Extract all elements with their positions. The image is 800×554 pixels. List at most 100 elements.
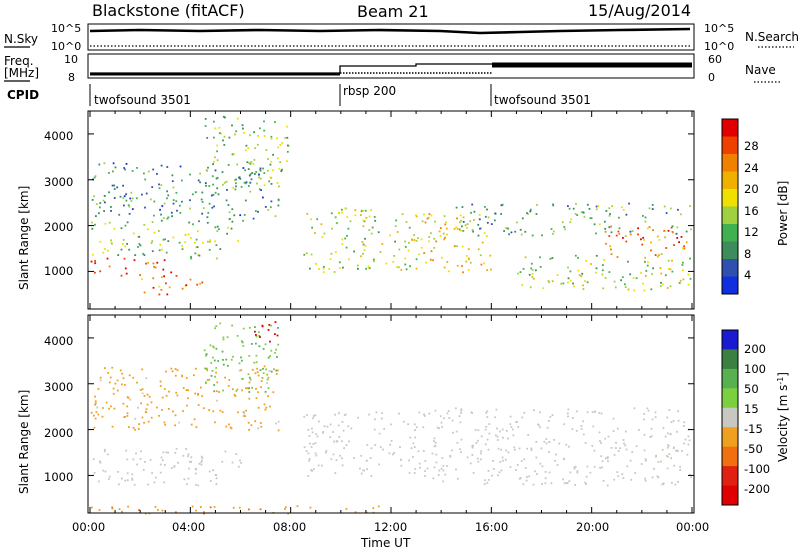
echo-cell-r2-13	[215, 244, 218, 246]
echo-cell-r5-149	[621, 473, 624, 476]
echo-cell-r3-63	[207, 212, 210, 214]
echo-cell-r0-15	[136, 463, 138, 466]
echo-cell-r4-89	[324, 451, 327, 454]
echo-cell-r0-50	[104, 470, 107, 473]
echo-cell-r5-71	[397, 266, 400, 269]
echo-cell-r3-137	[179, 165, 182, 168]
echo-cell-r8-99	[667, 267, 670, 270]
echo-cell-r4-92	[204, 118, 207, 120]
echo-cell-r1-143	[240, 369, 243, 372]
xlabel: Time UT	[360, 536, 411, 550]
echo-cell-r5-62	[415, 267, 418, 270]
echo-cell-r7-2	[486, 221, 489, 224]
echo-cell-r7-29	[580, 211, 583, 213]
echo-cell-r5-97	[373, 216, 376, 218]
echo-cell-r5-233	[644, 477, 646, 480]
echo-cell-r5-81	[546, 426, 549, 429]
echo-cell-r5-54	[338, 267, 341, 269]
echo-cell-r5-277	[582, 433, 585, 436]
echo-cell-r6-70	[432, 259, 434, 262]
echo-cell-r5-265	[459, 448, 462, 451]
echo-cell-r5-34	[435, 453, 438, 456]
echo-cell-r3-157	[170, 211, 173, 214]
echo-cell-r0-85	[187, 453, 190, 456]
echo-cell-r4-84	[310, 469, 313, 471]
echo-cell-r4-105	[392, 453, 394, 456]
echo-cell-r6-7	[309, 506, 312, 509]
echo-cell-r1-18	[122, 402, 125, 405]
echo-cell-r4-8	[220, 132, 222, 135]
echo-cell-r3-86	[153, 214, 155, 217]
echo-cell-r3-85	[277, 204, 280, 207]
echo-cell-r8-75	[613, 280, 616, 283]
echo-cell-r1-168	[245, 387, 247, 390]
echo-cell-r4-80	[205, 169, 208, 171]
echo-cell-r0-2	[147, 262, 149, 264]
echo-cell-r0-20	[139, 274, 141, 276]
echo-cell-r8-72	[567, 266, 569, 269]
echo-cell-r2-32	[203, 349, 206, 352]
echo-cell-r1-82	[182, 410, 184, 412]
echo-cell-r5-305	[515, 469, 517, 471]
cpid-label: CPID	[7, 88, 39, 102]
echo-cell-r5-88	[616, 427, 619, 430]
echo-cell-r5-201	[635, 445, 638, 448]
echo-cell-r5-14	[413, 239, 416, 241]
echo-cell-r3-23	[103, 210, 105, 212]
echo-cell-r1-71	[255, 397, 258, 399]
echo-cell-r0-26	[231, 461, 234, 464]
echo-cell-r3-108	[201, 191, 204, 194]
echo-cell-r3-115	[108, 191, 110, 194]
echo-cell-r1-73	[124, 384, 126, 386]
echo-cell-r4-107	[379, 446, 382, 449]
echo-cell-r1-15	[143, 291, 146, 294]
power-ytick-3000: 3000	[44, 175, 73, 189]
echo-cell-r7-38	[550, 228, 553, 230]
echo-cell-r3-38	[228, 211, 231, 214]
echo-cell-r4-36	[378, 432, 381, 435]
echo-cell-r7-73	[563, 226, 566, 228]
echo-cell-r4-82	[216, 159, 219, 162]
echo-cell-r0-11	[182, 454, 185, 457]
echo-cell-r3-76	[235, 178, 237, 181]
echo-cell-r2-83	[258, 345, 261, 348]
echo-cell-r5-163	[676, 449, 678, 452]
echo-cell-r6-8	[138, 509, 140, 511]
echo-cell-r5-103	[379, 251, 382, 253]
echo-cell-r3-56	[147, 170, 150, 173]
echo-cell-r8-82	[689, 257, 691, 260]
echo-cell-r8-22	[689, 277, 692, 280]
echo-cell-r8-30	[627, 260, 629, 263]
velocity-ytick-1000: 1000	[44, 470, 73, 484]
echo-cell-r5-77	[655, 455, 657, 458]
echo-cell-r5-26	[573, 467, 576, 470]
nsky-label: N.Sky	[4, 32, 38, 46]
echo-cell-r1-66	[254, 372, 257, 375]
echo-cell-r0-84	[155, 476, 157, 479]
echo-cell-r0-57	[187, 455, 189, 458]
echo-cell-r5-8	[311, 226, 313, 229]
echo-cell-r2-42	[205, 354, 207, 357]
echo-cell-r1-13	[185, 389, 188, 391]
echo-cell-r5-302	[569, 471, 572, 474]
echo-cell-r8-20	[531, 276, 534, 278]
echo-cell-r4-7	[311, 470, 313, 472]
echo-cell-r8-47	[531, 269, 534, 271]
echo-cell-r1-92	[126, 415, 129, 417]
echo-cell-r7-106	[536, 204, 538, 206]
echo-cell-r1-161	[168, 390, 170, 393]
echo-cell-r5-20	[411, 239, 413, 241]
echo-cell-r3-0	[213, 205, 215, 208]
echo-cell-r0-78	[164, 464, 166, 466]
echo-cell-r8-7	[671, 270, 674, 273]
echo-cell-r7-96	[628, 202, 630, 205]
echo-cell-r3-124	[264, 206, 267, 208]
echo-cell-r1-138	[111, 366, 114, 369]
echo-cell-r4-46	[278, 167, 281, 170]
echo-cell-r2-71	[214, 240, 216, 243]
echo-cell-r2-39	[102, 251, 105, 254]
echo-cell-r4-48	[316, 435, 319, 438]
echo-cell-r5-76	[330, 212, 333, 215]
cpid-segment-1: twofsound 3501	[94, 93, 191, 107]
echo-cell-r4-66	[218, 126, 221, 129]
